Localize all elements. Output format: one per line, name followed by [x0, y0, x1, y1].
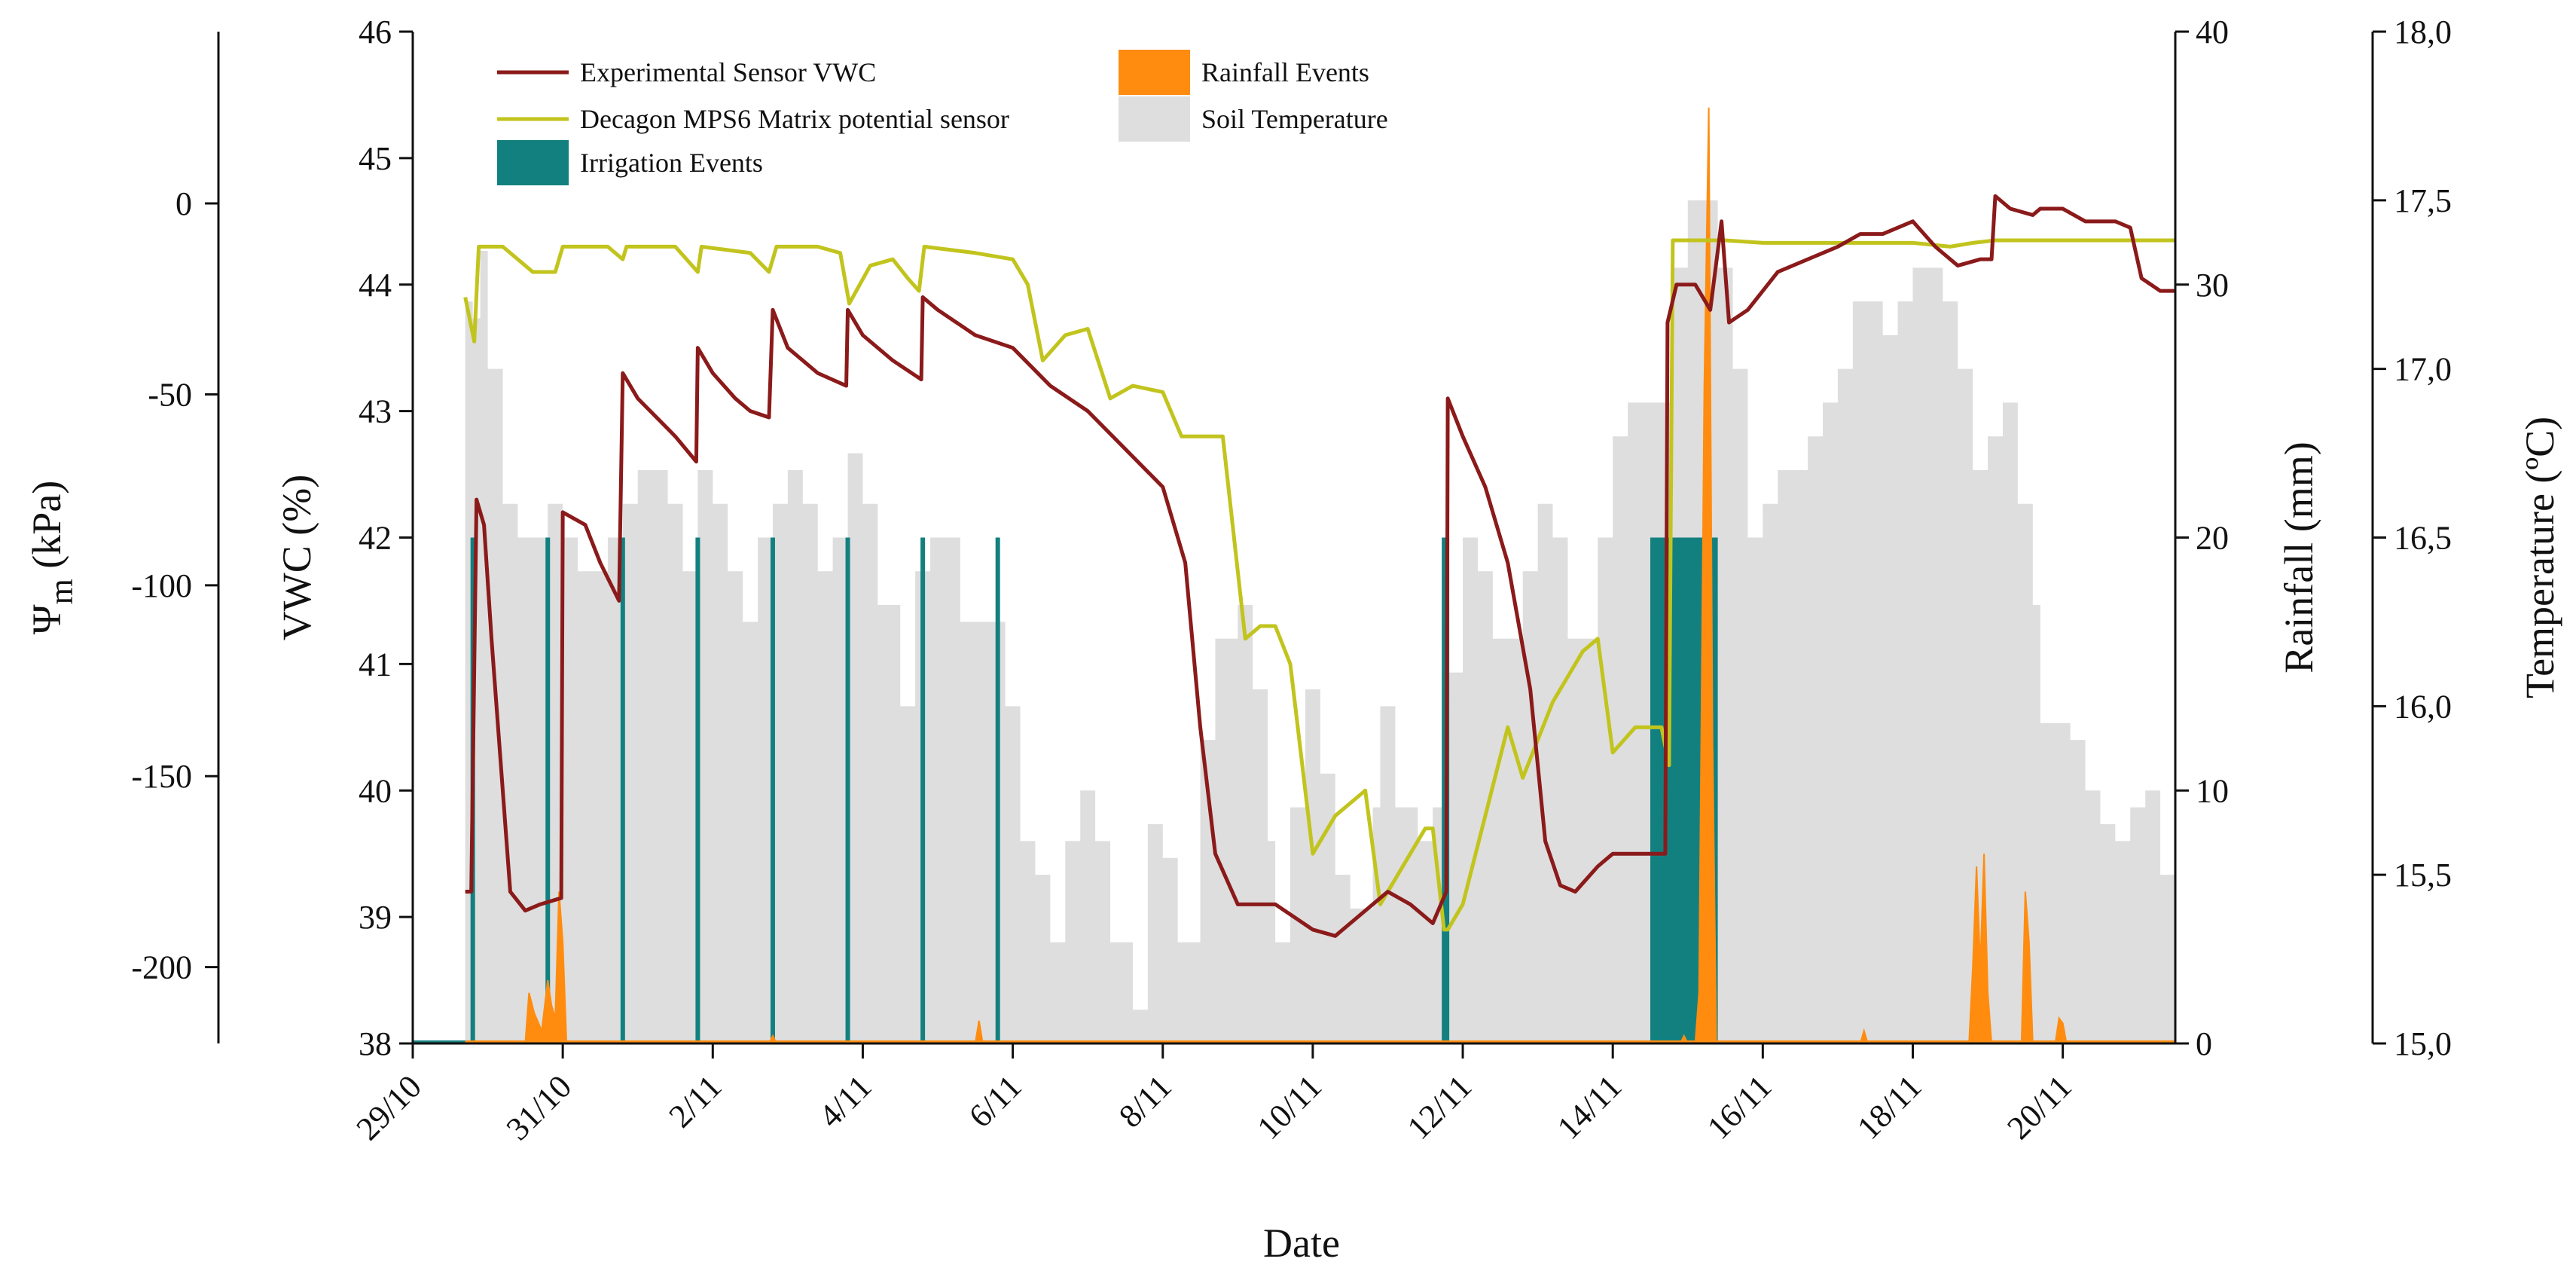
irrigation-event-bar: [695, 537, 700, 1043]
x-tick-label: 6/11: [962, 1068, 1029, 1135]
psi-tick-label: -150: [131, 758, 192, 795]
vwc-tick-label: 39: [359, 899, 392, 936]
vwc-tick-label: 45: [359, 140, 392, 177]
legend-label: Soil Temperature: [1201, 104, 1388, 134]
irrigation-event-bar: [845, 537, 850, 1043]
legend-label: Experimental Sensor VWC: [580, 57, 876, 87]
temp-tick-label: 15,0: [2394, 1025, 2452, 1062]
vwc-tick-label: 46: [359, 14, 392, 50]
decagon-mps6-line: [463, 238, 2175, 932]
x-axis-title: Date: [1263, 1220, 1340, 1266]
x-tick-label: 12/11: [1400, 1068, 1479, 1146]
psi-subscript: m: [43, 579, 80, 604]
vwc-tick-label: 43: [359, 393, 392, 430]
experimental-vwc-line: [465, 194, 2175, 938]
vwc-tick-label: 38: [359, 1025, 392, 1062]
x-tick-label: 20/11: [2000, 1068, 2078, 1146]
temp-tick-label: 16,0: [2394, 688, 2452, 725]
x-tick-label: 14/11: [1550, 1068, 1628, 1146]
temp-tick-label: 17,5: [2394, 182, 2452, 219]
irrigation-event-bar: [995, 537, 1000, 1043]
vwc-tick-label: 41: [359, 646, 392, 683]
x-tick-label: 2/11: [662, 1068, 729, 1135]
temp-tick-label: 16,5: [2394, 520, 2452, 557]
legend-label: Irrigation Events: [580, 148, 763, 178]
irrigation-event-bar: [770, 537, 775, 1043]
temp-tick-label: 15,5: [2394, 857, 2452, 894]
vwc-axis-title: VWC (%): [274, 475, 319, 640]
irrigation-event-bar: [920, 537, 926, 1043]
legend-label: Rainfall Events: [1201, 57, 1369, 87]
x-tick-label: 16/11: [1700, 1068, 1778, 1146]
temp-tick-label: 17,0: [2394, 351, 2452, 388]
x-tick-label: 10/11: [1250, 1068, 1329, 1146]
irrigation-event-bar: [545, 537, 551, 1043]
rain-tick-label: 10: [2196, 772, 2229, 809]
psi-axis-title: Ψm (kPa): [24, 481, 80, 635]
legend-swatch: [1119, 96, 1190, 142]
rain-tick-label: 40: [2196, 14, 2229, 50]
x-tick-label: 29/10: [349, 1068, 429, 1147]
legend-label: Decagon MPS6 Matrix potential sensor: [580, 104, 1009, 134]
psi-tick-label: 0: [175, 185, 192, 222]
psi-tick-label: -200: [131, 949, 192, 986]
irrigation-event-bar: [620, 537, 625, 1043]
x-tick-label: 31/10: [499, 1068, 579, 1147]
legend: Experimental Sensor VWC Decagon MPS6 Matr…: [497, 50, 1388, 185]
vwc-tick-label: 40: [359, 772, 392, 809]
temp-tick-label: 18,0: [2394, 14, 2452, 50]
psi-symbol: Ψ: [24, 604, 69, 634]
rain-axis-title: Rainfall (mm): [2276, 441, 2321, 673]
temp-axis-title: Temperature (ºC): [2517, 417, 2562, 698]
axes: 38 39 40 41 42 43 44 45 46 0 -50 -100 -150 -200 0 10 20 3…: [131, 14, 2452, 1147]
vwc-tick-label: 44: [359, 267, 392, 304]
x-tick-label: 18/11: [1850, 1068, 1928, 1146]
rain-tick-label: 0: [2196, 1025, 2212, 1062]
vwc-tick-label: 42: [359, 520, 392, 557]
rain-tick-label: 20: [2196, 520, 2229, 557]
soil-temperature-area: [465, 200, 2175, 1043]
plot-area: [413, 107, 2175, 1044]
psi-unit: (kPa): [24, 481, 69, 579]
psi-tick-label: -100: [131, 567, 192, 604]
rain-tick-label: 30: [2196, 267, 2229, 304]
legend-swatch: [1119, 50, 1190, 95]
legend-swatch: [497, 140, 569, 185]
x-tick-label: 4/11: [812, 1068, 879, 1135]
psi-tick-label: -50: [148, 376, 192, 413]
x-tick-label: 8/11: [1112, 1068, 1179, 1135]
